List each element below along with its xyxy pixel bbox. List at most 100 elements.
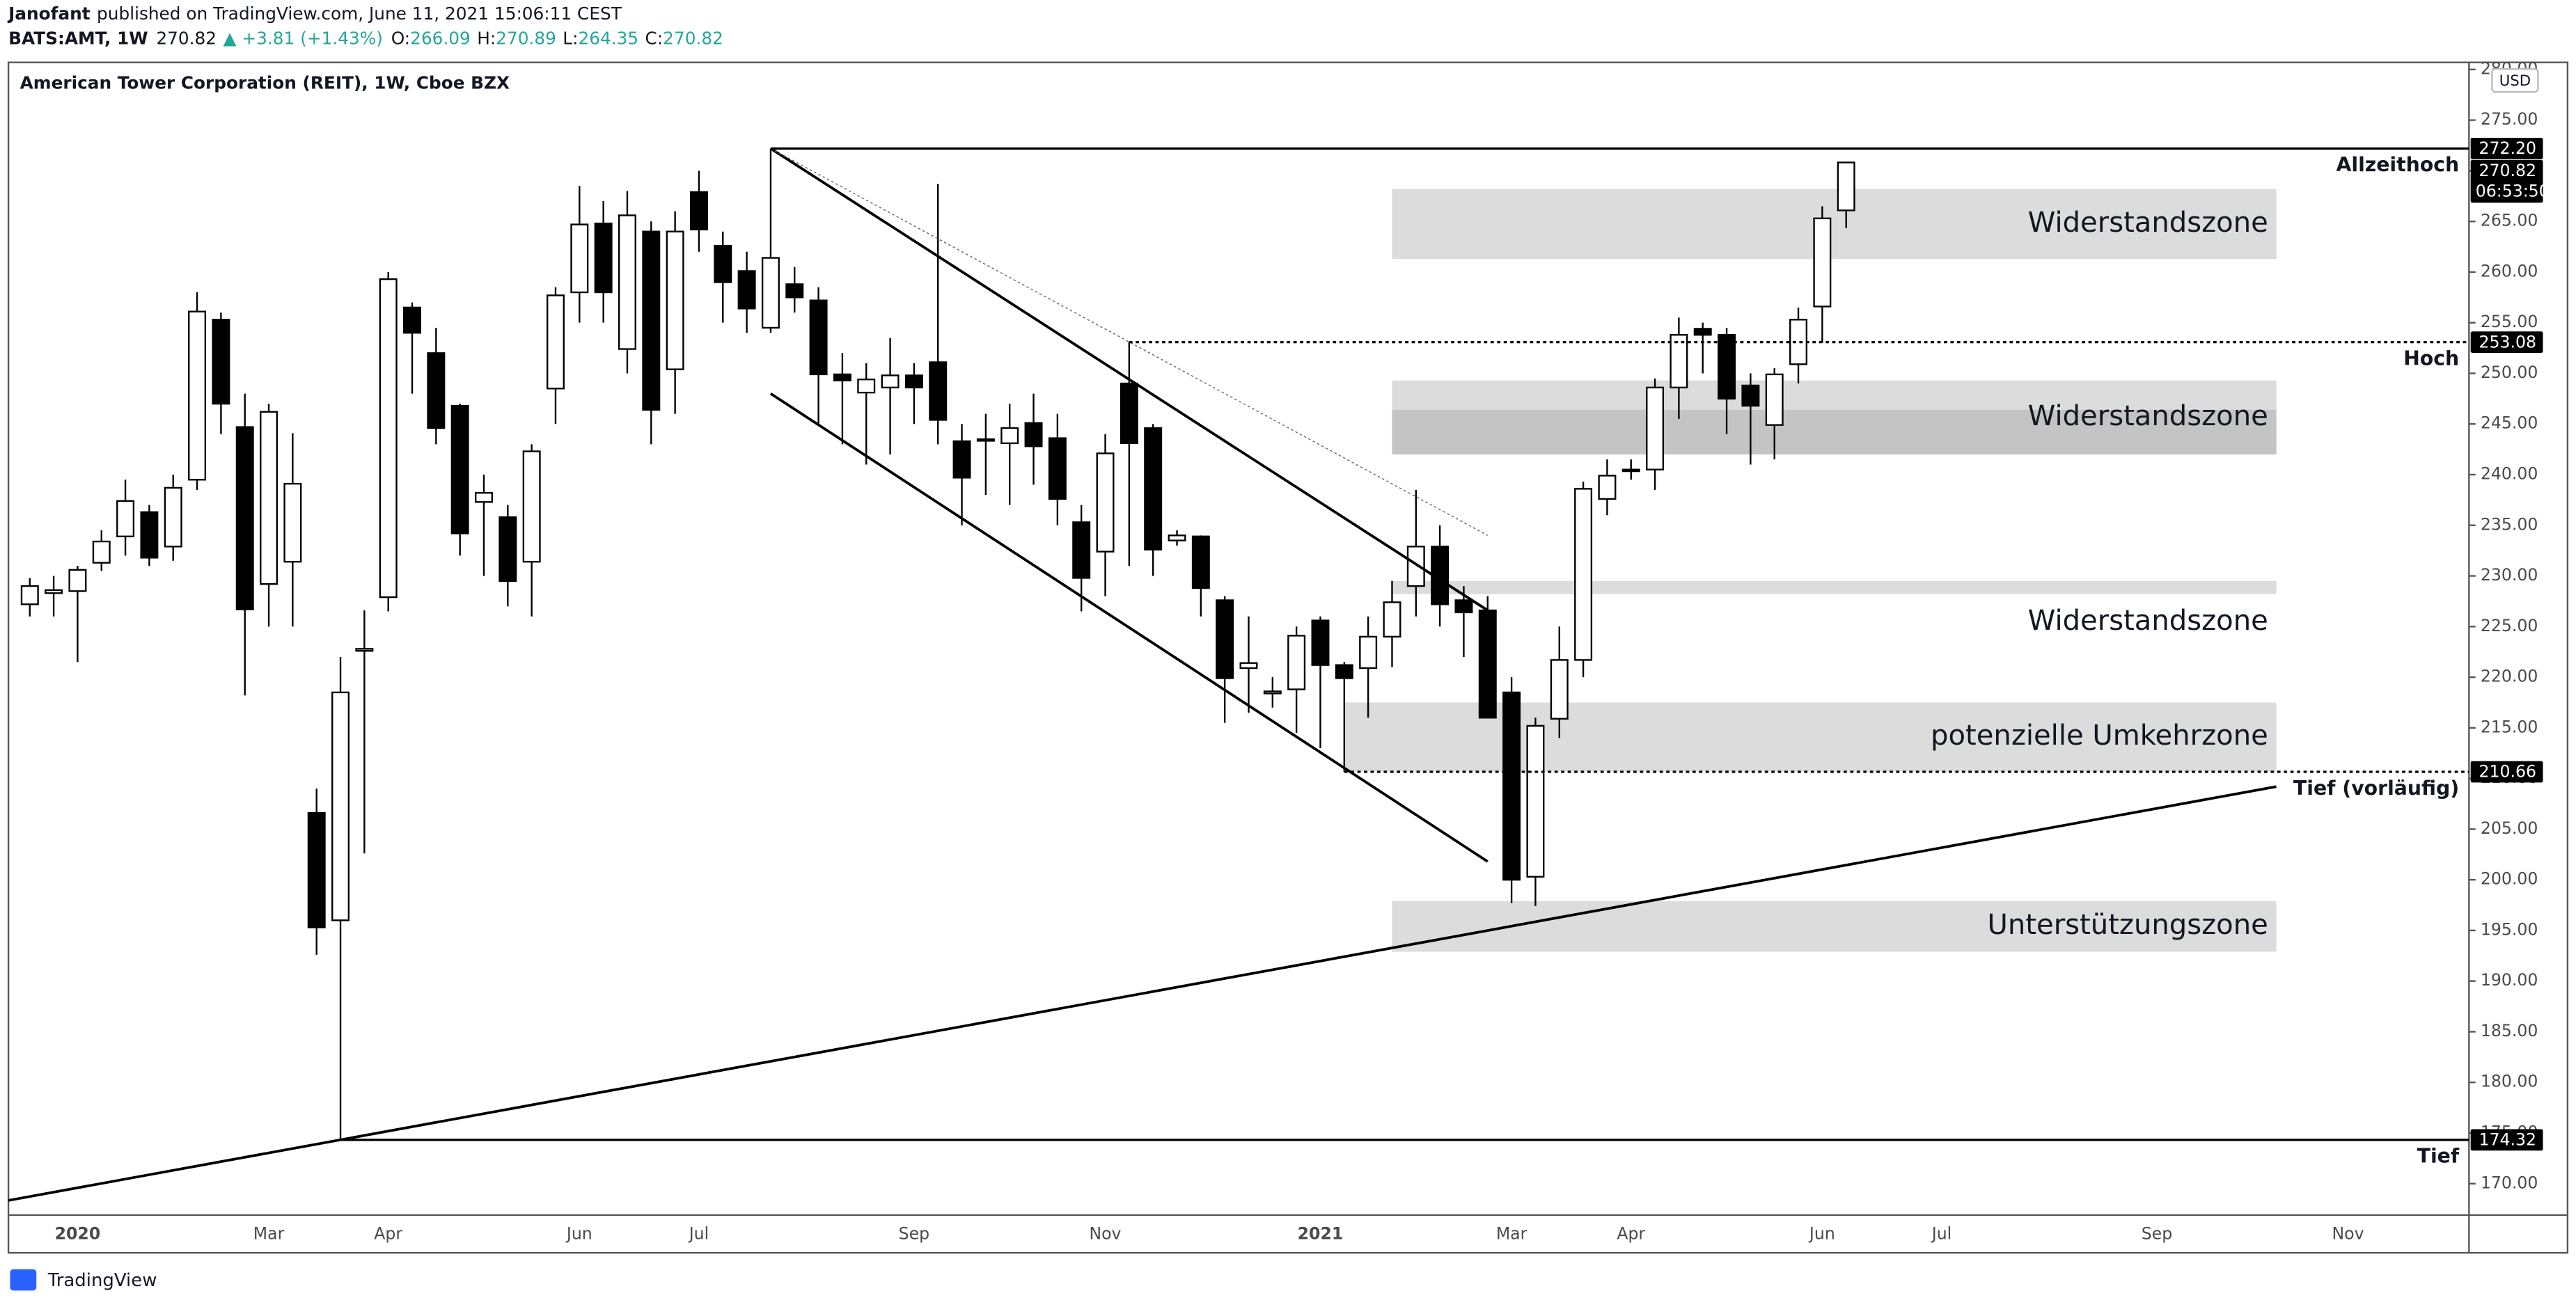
- candle-body: [1789, 319, 1808, 365]
- high-label: H:: [477, 29, 496, 49]
- plot-area: [8, 147, 2277, 1202]
- candle-body: [881, 374, 900, 389]
- logo: [10, 1269, 37, 1291]
- price-marker-label: 210.66: [2479, 762, 2536, 782]
- close-label: C:: [645, 29, 663, 49]
- candle-body: [20, 585, 39, 605]
- price-marker-label: 272.20: [2479, 138, 2536, 158]
- x-tick-label: Jun: [565, 1224, 592, 1244]
- candle-body: [1454, 599, 1473, 614]
- candle-body: [1718, 333, 1736, 400]
- y-tick-label: 225.00: [2481, 616, 2538, 635]
- candle-body: [929, 361, 948, 421]
- y-tick-label: 245.00: [2481, 413, 2538, 433]
- x-tick-label: 2020: [55, 1224, 101, 1244]
- change: ▲ +3.81 (+1.43%): [223, 29, 383, 49]
- y-tick-label: 265.00: [2481, 211, 2538, 230]
- candle-body: [1765, 373, 1784, 426]
- candle-body: [1693, 328, 1712, 336]
- zone: [1392, 580, 2277, 594]
- x-tick-label: Nov: [2332, 1224, 2364, 1244]
- level-label: Tief: [2417, 1145, 2460, 1168]
- y-tick-label: 220.00: [2481, 667, 2538, 686]
- x-tick-label: Mar: [1496, 1224, 1527, 1244]
- candle-body: [904, 374, 923, 389]
- y-tick-label: 230.00: [2481, 565, 2538, 585]
- x-tick-label: Sep: [899, 1224, 929, 1244]
- candle-body: [260, 411, 278, 585]
- y-tick-label: 185.00: [2481, 1021, 2538, 1040]
- zone: [1344, 702, 2277, 772]
- y-tick-label: 260.00: [2481, 261, 2538, 280]
- close-value: 270.82: [663, 29, 723, 49]
- x-tick-label: Apr: [1617, 1224, 1645, 1244]
- candle-body: [1813, 217, 1832, 308]
- x-tick-label: Jun: [1808, 1224, 1835, 1244]
- candle-body: [809, 299, 828, 376]
- candle-body: [1096, 452, 1115, 553]
- candle-body: [1646, 386, 1665, 470]
- candle-body: [547, 294, 565, 390]
- candle-body: [522, 450, 541, 563]
- candle-body: [450, 404, 469, 534]
- y-tick-label: 195.00: [2481, 919, 2538, 939]
- chart-title: American Tower Corporation (REIT), 1W, C…: [20, 72, 510, 93]
- candle-body: [1120, 382, 1138, 445]
- candle-body: [1598, 475, 1617, 500]
- candle-body: [1191, 535, 1210, 589]
- candle-body: [1335, 664, 1353, 679]
- candle-body: [1144, 427, 1163, 550]
- candle-body: [1741, 384, 1760, 407]
- candle-body: [188, 310, 207, 481]
- trendline: [769, 392, 1489, 863]
- source: published on TradingView.com, June 11, 2…: [97, 3, 622, 24]
- trendline: [8, 785, 2277, 1202]
- price-marker-label: 174.32: [2479, 1130, 2536, 1150]
- candle-body: [952, 440, 971, 479]
- zone: [1392, 189, 2277, 259]
- candle-body: [1311, 619, 1330, 666]
- y-tick-label: 170.00: [2481, 1173, 2538, 1192]
- countdown: 06:53:50: [2476, 181, 2550, 200]
- y-tick-label: 255.00: [2481, 312, 2538, 331]
- y-tick-label: 250.00: [2481, 363, 2538, 382]
- candle-body: [570, 223, 589, 294]
- candle-body: [1287, 635, 1306, 690]
- zone: [1392, 409, 2277, 454]
- candle-body: [642, 230, 661, 411]
- candle-body: [1526, 724, 1545, 878]
- level-label: Allzeithoch: [2336, 153, 2459, 176]
- zone-label: potenzielle Umkehrzone: [1931, 720, 2268, 752]
- candle-body: [618, 214, 636, 350]
- last-price-label: 270.82: [2479, 161, 2536, 180]
- low-label: L:: [563, 29, 578, 49]
- candle-body: [833, 373, 851, 381]
- x-tick-label: Sep: [2142, 1224, 2172, 1244]
- candle-body: [666, 230, 684, 370]
- candle-body: [1072, 521, 1091, 579]
- x-tick-label: Jul: [1931, 1224, 1951, 1244]
- author: Janofant: [7, 3, 91, 24]
- candle-body: [785, 283, 804, 299]
- candle-body: [307, 811, 326, 928]
- candle-body: [1216, 599, 1234, 679]
- trendline: [769, 147, 1489, 612]
- candle-body: [116, 500, 135, 537]
- candle-body: [68, 569, 87, 592]
- candle-body: [164, 486, 182, 548]
- candle-body: [475, 492, 493, 503]
- candle-body: [379, 278, 398, 599]
- low-value: 264.35: [578, 29, 638, 49]
- level-label: Hoch: [2403, 347, 2459, 370]
- candle-body: [498, 516, 517, 582]
- candle-body: [1550, 659, 1569, 720]
- x-tick-label: Mar: [253, 1224, 285, 1244]
- zone-label: Widerstandszone: [2028, 605, 2268, 637]
- zone-label: Unterstützungszone: [1988, 909, 2268, 941]
- open-value: 266.09: [410, 29, 471, 49]
- x-tick-label: 2021: [1298, 1224, 1344, 1244]
- candle-body: [355, 648, 374, 652]
- y-tick-label: 235.00: [2481, 514, 2538, 534]
- candle-body: [140, 511, 159, 559]
- currency: USD: [2499, 72, 2531, 90]
